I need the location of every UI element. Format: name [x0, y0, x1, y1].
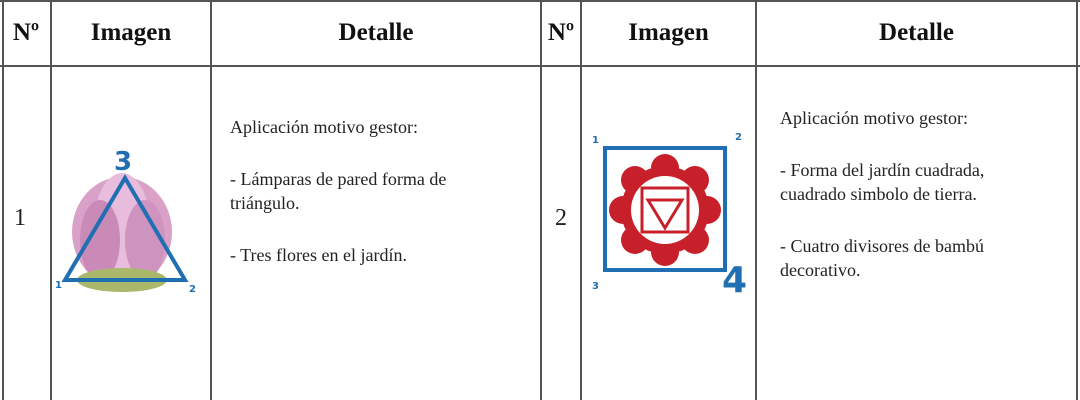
row-number: 2 [555, 205, 567, 231]
image-label: 2 [735, 132, 742, 143]
header-cell: Imagen [90, 18, 172, 46]
detail: Aplicación motivo gestor: - Forma del ja… [780, 106, 1050, 310]
border [1076, 0, 1078, 400]
header-cell: Nº [12, 18, 40, 46]
image-label: 4 [722, 260, 747, 301]
border [755, 0, 757, 400]
header-cell: Detalle [879, 18, 954, 46]
detail-line: - Tres flores en el jardín. [230, 245, 407, 265]
detail-line: Aplicación motivo gestor: [780, 108, 968, 128]
border [50, 0, 52, 400]
image-label: 2 [189, 284, 196, 295]
border [540, 0, 542, 400]
row-number: 1 [14, 205, 26, 231]
detail-line: - Forma del jardín cuadrada, cuadrado si… [780, 160, 985, 204]
detail: Aplicación motivo gestor: - Lámparas de … [230, 115, 520, 295]
image-label: 1 [55, 280, 62, 291]
lotus-image: 3 1 2 [55, 147, 196, 295]
image-label: 3 [114, 147, 132, 177]
border [2, 0, 4, 400]
header-cell: Detalle [338, 18, 414, 46]
image-label: 1 [592, 135, 599, 146]
detail-line: - Lámparas de pared forma de triángulo. [230, 169, 447, 213]
chakra-image: 1 2 3 4 [592, 132, 747, 301]
detail-line: - Cuatro divisores de bambú decorativo. [780, 236, 984, 280]
header-cell: Nº [547, 18, 575, 46]
header-cell: Imagen [628, 18, 709, 46]
image-label: 3 [592, 281, 599, 292]
detail-line: Aplicación motivo gestor: [230, 117, 418, 137]
border [210, 0, 212, 400]
border [580, 0, 582, 400]
